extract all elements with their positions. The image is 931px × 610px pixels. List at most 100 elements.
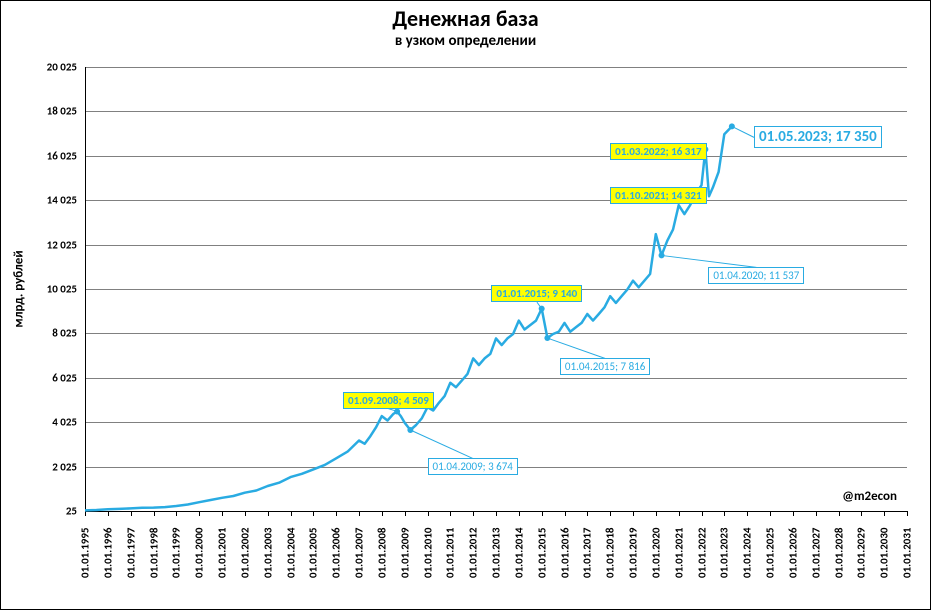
callout-box: 01.04.2009; 3 674 bbox=[428, 458, 518, 475]
callout-box: 01.09.2008; 4 509 bbox=[343, 392, 434, 409]
x-tick-label: 01.01.2006 bbox=[330, 528, 343, 598]
x-tick-label: 01.01.2012 bbox=[467, 528, 480, 598]
x-tick-mark bbox=[131, 511, 132, 516]
x-tick-mark bbox=[702, 511, 703, 516]
x-tick-mark bbox=[542, 511, 543, 516]
callout-box: 01.04.2020; 11 537 bbox=[708, 267, 804, 284]
x-tick-label: 01.01.2015 bbox=[535, 528, 548, 598]
x-tick-label: 01.01.2007 bbox=[353, 528, 366, 598]
x-tick-label: 01.01.2018 bbox=[604, 528, 617, 598]
x-tick-mark bbox=[633, 511, 634, 516]
callout-leader bbox=[547, 338, 605, 358]
x-tick-label: 01.01.1998 bbox=[147, 528, 160, 598]
x-tick-mark bbox=[839, 511, 840, 516]
x-tick-mark bbox=[359, 511, 360, 516]
y-tick-label: 20 025 bbox=[27, 61, 77, 74]
callout-leader bbox=[410, 430, 472, 458]
x-tick-label: 01.01.2031 bbox=[901, 528, 914, 598]
x-tick-mark bbox=[679, 511, 680, 516]
callout-box: 01.03.2022; 16 317 bbox=[610, 143, 706, 160]
x-tick-mark bbox=[473, 511, 474, 516]
x-tick-label: 01.01.2014 bbox=[512, 528, 525, 598]
x-tick-label: 01.01.2001 bbox=[216, 528, 229, 598]
callout-box: 01.01.2015; 9 140 bbox=[491, 285, 582, 302]
x-tick-label: 01.01.2002 bbox=[238, 528, 251, 598]
x-tick-mark bbox=[519, 511, 520, 516]
x-tick-mark bbox=[108, 511, 109, 516]
y-tick-label: 25 bbox=[27, 505, 77, 518]
x-tick-mark bbox=[222, 511, 223, 516]
callout-marker bbox=[729, 123, 735, 129]
x-tick-label: 01.01.2010 bbox=[421, 528, 434, 598]
x-tick-mark bbox=[199, 511, 200, 516]
x-tick-mark bbox=[336, 511, 337, 516]
y-tick-label: 2 025 bbox=[27, 460, 77, 473]
x-tick-label: 01.01.2005 bbox=[307, 528, 320, 598]
callout-box: 01.05.2023; 17 350 bbox=[754, 126, 882, 148]
y-tick-label: 16 025 bbox=[27, 149, 77, 162]
x-tick-mark bbox=[245, 511, 246, 516]
y-tick-label: 12 025 bbox=[27, 238, 77, 251]
x-tick-mark bbox=[861, 511, 862, 516]
callout-box: 01.10.2021; 14 321 bbox=[610, 187, 706, 204]
x-tick-mark bbox=[382, 511, 383, 516]
y-tick-label: 8 025 bbox=[27, 327, 77, 340]
x-tick-label: 01.01.2016 bbox=[558, 528, 571, 598]
x-tick-label: 01.01.2019 bbox=[627, 528, 640, 598]
x-tick-mark bbox=[405, 511, 406, 516]
callout-leader bbox=[732, 126, 754, 137]
y-tick-label: 10 025 bbox=[27, 283, 77, 296]
chart-subtitle: в узком определении bbox=[5, 32, 926, 50]
x-tick-mark bbox=[291, 511, 292, 516]
x-tick-label: 01.01.1996 bbox=[101, 528, 114, 598]
x-tick-mark bbox=[747, 511, 748, 516]
callout-leader bbox=[662, 255, 757, 267]
x-tick-mark bbox=[884, 511, 885, 516]
x-tick-mark bbox=[724, 511, 725, 516]
x-tick-label: 01.01.2004 bbox=[284, 528, 297, 598]
x-tick-mark bbox=[428, 511, 429, 516]
x-tick-mark bbox=[450, 511, 451, 516]
x-tick-label: 01.01.2025 bbox=[764, 528, 777, 598]
x-tick-label: 01.01.2003 bbox=[261, 528, 274, 598]
x-tick-label: 01.01.1997 bbox=[124, 528, 137, 598]
x-tick-label: 01.01.1999 bbox=[170, 528, 183, 598]
x-tick-label: 01.01.2021 bbox=[672, 528, 685, 598]
x-tick-mark bbox=[176, 511, 177, 516]
x-tick-label: 01.01.2020 bbox=[649, 528, 662, 598]
watermark: @m2econ bbox=[842, 489, 897, 504]
x-tick-mark bbox=[793, 511, 794, 516]
x-tick-mark bbox=[313, 511, 314, 516]
x-tick-label: 01.01.2000 bbox=[193, 528, 206, 598]
x-tick-mark bbox=[816, 511, 817, 516]
x-tick-label: 01.01.2011 bbox=[444, 528, 457, 598]
x-tick-label: 01.01.1995 bbox=[79, 528, 92, 598]
x-tick-mark bbox=[610, 511, 611, 516]
plot-area: 01.09.2008; 4 509 01.04.2009; 3 674 01.01.… bbox=[85, 67, 907, 511]
x-tick-mark bbox=[770, 511, 771, 516]
x-tick-label: 01.01.2023 bbox=[718, 528, 731, 598]
x-tick-label: 01.01.2028 bbox=[832, 528, 845, 598]
x-tick-label: 01.01.2008 bbox=[375, 528, 388, 598]
x-tick-mark bbox=[907, 511, 908, 516]
chart-title: Денежная база bbox=[5, 5, 926, 32]
x-tick-mark bbox=[587, 511, 588, 516]
x-tick-mark bbox=[656, 511, 657, 516]
callout-box: 01.04.2015; 7 816 bbox=[560, 358, 650, 375]
y-tick-label: 18 025 bbox=[27, 105, 77, 118]
x-tick-mark bbox=[85, 511, 86, 516]
y-tick-label: 14 025 bbox=[27, 194, 77, 207]
x-tick-mark bbox=[565, 511, 566, 516]
y-tick-label: 6 025 bbox=[27, 371, 77, 384]
x-tick-label: 01.01.2017 bbox=[581, 528, 594, 598]
x-tick-label: 01.01.2027 bbox=[809, 528, 822, 598]
x-tick-mark bbox=[154, 511, 155, 516]
y-tick-label: 4 025 bbox=[27, 416, 77, 429]
x-tick-label: 01.01.2024 bbox=[741, 528, 754, 598]
x-tick-mark bbox=[268, 511, 269, 516]
x-tick-label: 01.01.2030 bbox=[878, 528, 891, 598]
x-tick-label: 01.01.2026 bbox=[786, 528, 799, 598]
y-axis-label: млрд. рублей bbox=[12, 250, 27, 327]
x-tick-mark bbox=[496, 511, 497, 516]
x-tick-label: 01.01.2009 bbox=[398, 528, 411, 598]
